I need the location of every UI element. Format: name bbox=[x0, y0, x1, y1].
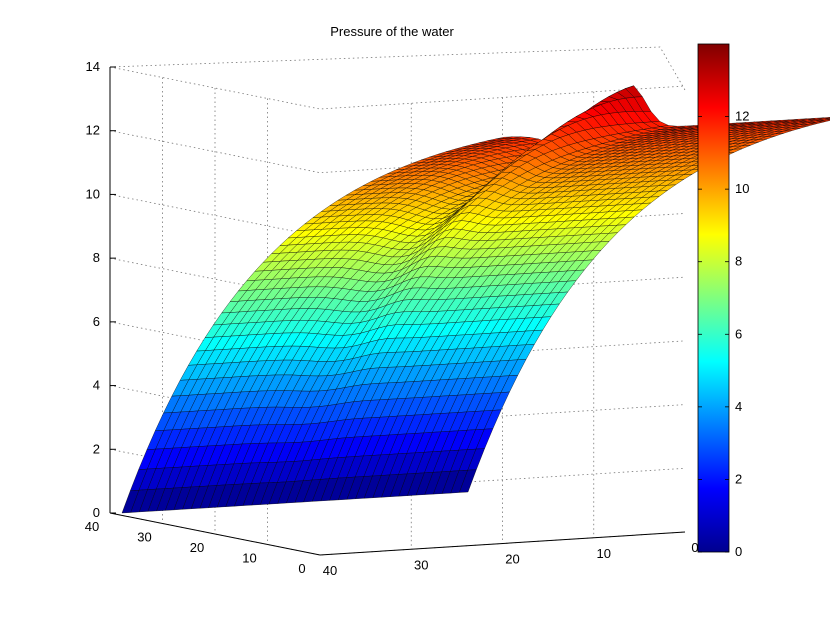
colorbar-tick-label: 12 bbox=[735, 109, 749, 124]
colorbar-tick-label: 10 bbox=[735, 181, 749, 196]
x-tick-label: 20 bbox=[505, 552, 519, 567]
z-tick-label: 8 bbox=[93, 250, 100, 265]
colorbar-ticks: 0 2 4 6 8 10 12 bbox=[698, 109, 749, 559]
surface-patch bbox=[459, 469, 477, 493]
y-tick-label: 10 bbox=[242, 551, 256, 566]
y-tick-label: 0 bbox=[298, 561, 305, 576]
back-grid bbox=[109, 46, 686, 556]
z-tick-label: 12 bbox=[86, 123, 100, 138]
y-tick-label: 30 bbox=[137, 530, 151, 545]
z-tick-label: 0 bbox=[93, 505, 100, 520]
x-axis-line bbox=[319, 531, 686, 556]
z-tick-label: 4 bbox=[93, 378, 100, 393]
colorbar-tick-label: 2 bbox=[735, 471, 742, 486]
z-tick-label: 14 bbox=[86, 59, 100, 74]
colorbar-gradient bbox=[697, 43, 730, 553]
z-tick-label: 10 bbox=[86, 186, 100, 201]
z-tick-label: 2 bbox=[93, 441, 100, 456]
x-tick-label: 30 bbox=[414, 557, 428, 572]
colorbar-tick-label: 0 bbox=[735, 544, 742, 559]
y-axis-line bbox=[109, 512, 321, 556]
chart-title: Pressure of the water bbox=[330, 24, 454, 39]
y-tick-label: 40 bbox=[85, 519, 99, 534]
x-tick-label: 40 bbox=[323, 563, 337, 578]
colorbar: 0 2 4 6 8 10 12 bbox=[697, 43, 749, 559]
axis-lines bbox=[109, 67, 686, 556]
x-tick-label: 10 bbox=[597, 546, 611, 561]
colorbar-tick-label: 4 bbox=[735, 399, 742, 414]
colorbar-tick-label: 6 bbox=[735, 326, 742, 341]
surface-plot bbox=[121, 85, 830, 514]
colorbar-tick-label: 8 bbox=[735, 254, 742, 269]
x-tick-label: 0 bbox=[691, 540, 698, 555]
z-tick-label: 6 bbox=[93, 314, 100, 329]
y-tick-label: 20 bbox=[190, 540, 204, 555]
grid-line-top bbox=[109, 46, 686, 91]
